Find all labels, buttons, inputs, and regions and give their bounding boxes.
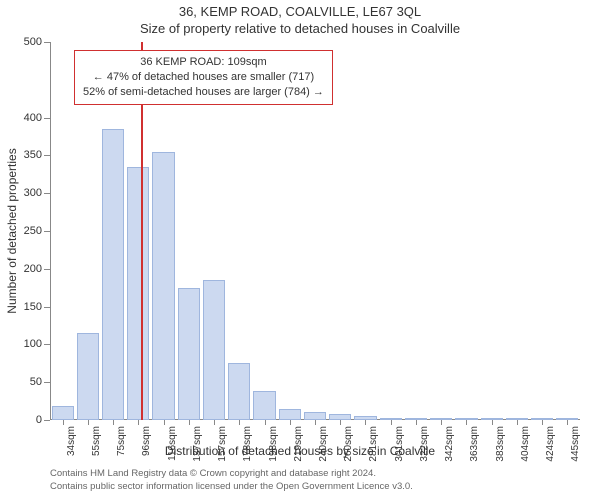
footer-line-1: Contains HM Land Registry data © Crown c…: [50, 468, 413, 481]
y-tick: [44, 155, 50, 156]
x-tick: [416, 420, 417, 425]
x-tick: [567, 420, 568, 425]
x-tick: [492, 420, 493, 425]
x-tick-label: 445sqm: [570, 426, 581, 462]
histogram-bar: [52, 406, 74, 420]
footer-attribution: Contains HM Land Registry data © Crown c…: [50, 468, 413, 494]
y-tick: [44, 382, 50, 383]
x-tick: [138, 420, 139, 425]
x-tick: [113, 420, 114, 425]
y-tick-label: 100: [24, 338, 42, 350]
x-tick: [391, 420, 392, 425]
x-tick: [290, 420, 291, 425]
tooltip-line3: 52% of semi-detached houses are larger (…: [83, 85, 324, 100]
x-tick-label: 342sqm: [444, 426, 455, 462]
x-tick: [189, 420, 190, 425]
plot-area: Number of detached properties 0501001502…: [50, 42, 580, 420]
y-tick-label: 200: [24, 263, 42, 275]
y-tick: [44, 269, 50, 270]
x-tick: [88, 420, 89, 425]
x-tick: [214, 420, 215, 425]
y-tick-label: 350: [24, 149, 42, 161]
x-tick-label: 363sqm: [469, 426, 480, 462]
x-tick: [466, 420, 467, 425]
y-tick-label: 500: [24, 36, 42, 48]
tooltip-line1: 36 KEMP ROAD: 109sqm: [83, 55, 324, 70]
x-tick: [517, 420, 518, 425]
y-tick: [44, 231, 50, 232]
histogram-bar: [102, 129, 124, 420]
histogram-bar: [77, 333, 99, 420]
y-tick: [44, 420, 50, 421]
histogram-bar: [152, 152, 174, 420]
x-tick: [441, 420, 442, 425]
x-tick-label: 34sqm: [66, 426, 77, 456]
x-tick: [365, 420, 366, 425]
y-tick-label: 0: [36, 414, 42, 426]
x-tick-label: 383sqm: [495, 426, 506, 462]
y-tick-label: 300: [24, 187, 42, 199]
x-axis-title: Distribution of detached houses by size …: [165, 444, 435, 458]
x-tick-label: 55sqm: [91, 426, 102, 456]
y-tick: [44, 344, 50, 345]
x-tick: [63, 420, 64, 425]
y-tick-label: 50: [30, 376, 42, 388]
y-tick: [44, 193, 50, 194]
y-tick-label: 400: [24, 112, 42, 124]
page-title: 36, KEMP ROAD, COALVILLE, LE67 3QL: [0, 0, 600, 19]
x-tick: [315, 420, 316, 425]
x-tick-label: 424sqm: [545, 426, 556, 462]
x-tick-label: 404sqm: [520, 426, 531, 462]
x-tick: [265, 420, 266, 425]
x-tick: [340, 420, 341, 425]
footer-line-2: Contains public sector information licen…: [50, 481, 413, 494]
x-tick-label: 75sqm: [116, 426, 127, 456]
y-tick: [44, 307, 50, 308]
y-axis-title: Number of detached properties: [5, 148, 19, 313]
histogram-bar: [279, 409, 301, 420]
histogram-bar: [127, 167, 149, 420]
property-tooltip: 36 KEMP ROAD: 109sqm← 47% of detached ho…: [74, 50, 333, 105]
histogram-bar: [304, 412, 326, 420]
tooltip-line2: ← 47% of detached houses are smaller (71…: [83, 70, 324, 85]
y-tick: [44, 42, 50, 43]
y-tick-label: 150: [24, 301, 42, 313]
x-tick-label: 96sqm: [141, 426, 152, 456]
x-tick: [542, 420, 543, 425]
histogram-bar: [253, 391, 275, 420]
histogram-bar: [228, 363, 250, 420]
x-tick: [239, 420, 240, 425]
y-tick: [44, 118, 50, 119]
y-tick-label: 250: [24, 225, 42, 237]
chart-container: 36, KEMP ROAD, COALVILLE, LE67 3QL Size …: [0, 0, 600, 500]
histogram-bar: [203, 280, 225, 420]
x-tick: [164, 420, 165, 425]
chart-subtitle: Size of property relative to detached ho…: [0, 19, 600, 36]
histogram-bar: [178, 288, 200, 420]
